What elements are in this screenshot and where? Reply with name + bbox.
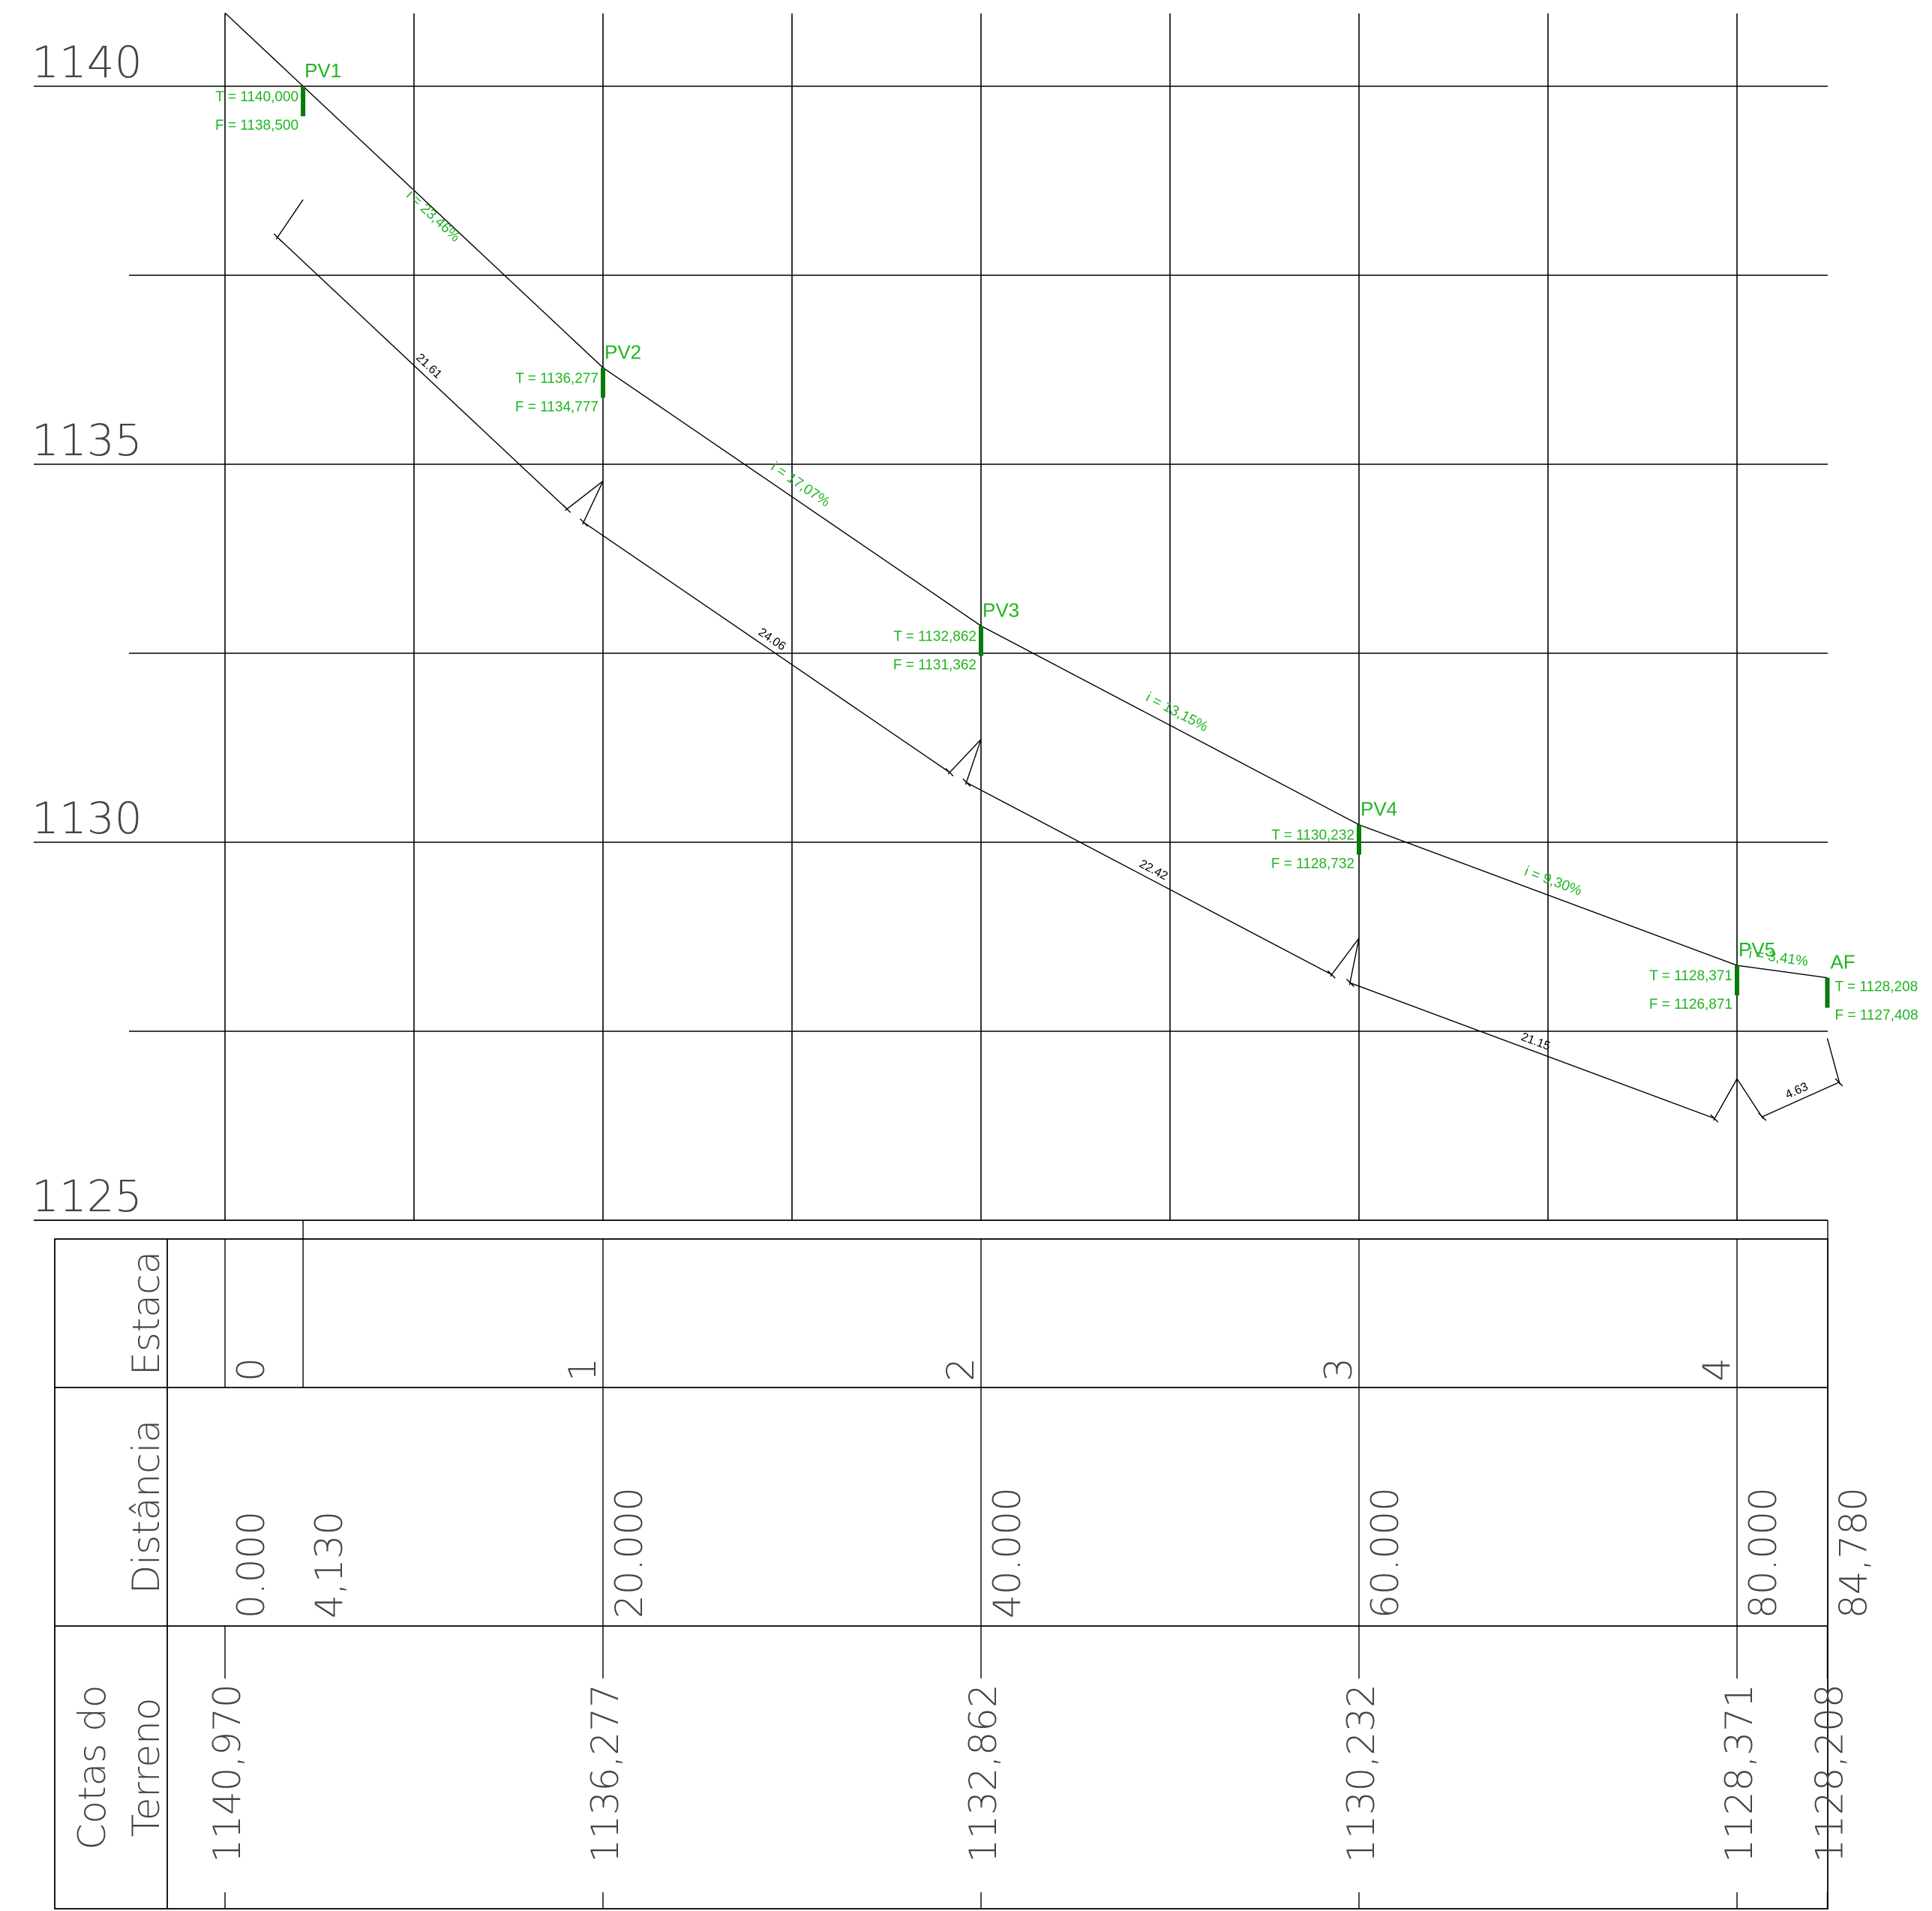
row-label-cotas: Cotas do	[70, 1684, 114, 1850]
elevation-tick-label: 1135	[32, 415, 142, 466]
dimension-tick	[562, 504, 572, 513]
pipe-length-label: 21.15	[1520, 1030, 1552, 1053]
elevation-tick-label: 1125	[32, 1171, 142, 1222]
pv-terrain-elevation: T = 1136,277	[515, 370, 598, 386]
slope-label: i = 9,30%	[1522, 863, 1584, 899]
row-label-terreno: Terreno	[124, 1698, 168, 1838]
dimension-tick	[1327, 970, 1336, 979]
annotations: 21.61i = 23,46%24.06i = 17,07%22.42i = 1…	[215, 59, 1918, 1102]
dimension-extension-line	[947, 739, 982, 775]
terrain-line	[224, 12, 1828, 979]
dimension-tick	[579, 518, 588, 527]
dimension-tick	[962, 778, 971, 787]
dimension-extension-line	[582, 481, 604, 525]
distance-value: 40.000	[986, 1487, 1029, 1618]
pv-invert-elevation: F = 1127,408	[1834, 1008, 1918, 1024]
pipe-length-dimension-line	[1350, 982, 1714, 1119]
terrain-elevation-value: 1128,371	[1718, 1684, 1761, 1863]
pv-name: PV1	[304, 59, 341, 82]
pv-name: AF	[1830, 951, 1855, 974]
profile-lines	[224, 12, 1844, 1123]
pv-name: PV4	[1360, 798, 1397, 820]
dimension-tick	[1834, 1078, 1844, 1087]
dimension-tick	[1758, 1112, 1767, 1121]
pv-name: PV5	[1738, 938, 1775, 961]
estaca-number: 1	[561, 1358, 604, 1382]
slope-label: i = 23,46%	[403, 188, 463, 245]
estaca-number: 2	[939, 1358, 982, 1382]
distance-value: 84,780	[1832, 1487, 1875, 1618]
dimension-extension-line	[964, 739, 982, 785]
pipe-length-label: 24.06	[756, 626, 788, 654]
estaca-number: 3	[1317, 1358, 1360, 1382]
dimension-tick	[1710, 1114, 1719, 1123]
pipe-length-dimension-line	[584, 522, 950, 773]
dimension-extension-line	[1826, 1038, 1840, 1085]
pipe-length-label: 4.63	[1784, 1080, 1810, 1101]
dimension-extension-line	[1713, 1078, 1738, 1121]
distance-value: 80.000	[1742, 1487, 1785, 1618]
estaca-number: 4	[1695, 1358, 1738, 1382]
pv-terrain-elevation: T = 1128,208	[1834, 980, 1918, 995]
terrain-elevation-value: 1140,970	[206, 1684, 249, 1863]
pv-terrain-elevation: T = 1140,000	[215, 89, 298, 105]
estaca-number: 0	[230, 1358, 273, 1382]
pipe-length-dimension-line	[966, 782, 1332, 975]
pv-terrain-elevation: T = 1132,862	[893, 629, 976, 645]
dimension-tick	[273, 233, 282, 242]
row-label-distancia: Distância	[124, 1420, 168, 1594]
pv-invert-elevation: F = 1134,777	[515, 399, 598, 415]
pv-name: PV3	[982, 599, 1019, 622]
row-label-estaca: Estaca	[124, 1251, 168, 1376]
terrain-elevation-value: 1136,277	[584, 1684, 627, 1863]
dimension-extension-line	[275, 199, 304, 240]
elevation-tick-label: 1140	[32, 37, 142, 88]
distance-value: 0.000	[230, 1511, 273, 1618]
dimension-tick	[945, 768, 954, 777]
elevation-tick-label: 1130	[32, 793, 142, 844]
pv-invert-elevation: F = 1128,732	[1271, 856, 1354, 872]
distance-value: 4,130	[308, 1511, 351, 1618]
dimension-extension-line	[565, 480, 604, 512]
slope-label: i = 13,15%	[1143, 689, 1210, 735]
terrain-elevation-value: 1128,208	[1808, 1684, 1851, 1863]
elevation-axis: 1140 1135 1130 1125	[32, 37, 142, 1222]
pipe-length-dimension-line	[1762, 1082, 1840, 1118]
pv-terrain-elevation: T = 1128,371	[1649, 968, 1732, 984]
terrain-elevation-value: 1132,862	[962, 1684, 1005, 1863]
dimension-extension-line	[1348, 938, 1360, 986]
terrain-elevation-value: 1130,232	[1340, 1684, 1383, 1863]
dimension-tick	[1346, 979, 1354, 988]
grid	[34, 14, 1828, 1221]
pipe-length-label: 22.42	[1137, 857, 1169, 883]
pv-name: PV2	[604, 340, 641, 363]
pv-terrain-elevation: T = 1130,232	[1271, 828, 1354, 844]
dimension-extension-line	[1330, 938, 1360, 977]
pipe-length-label: 21.61	[413, 352, 444, 382]
dimension-extension-line	[1736, 1078, 1764, 1120]
pv-invert-elevation: F = 1138,500	[215, 118, 298, 134]
pipe-length-dimension-line	[277, 237, 568, 509]
distance-value: 60.000	[1364, 1487, 1407, 1618]
pv-invert-elevation: F = 1126,871	[1649, 997, 1732, 1012]
pv-invert-elevation: F = 1131,362	[893, 658, 976, 674]
distance-value: 20.000	[608, 1487, 651, 1618]
